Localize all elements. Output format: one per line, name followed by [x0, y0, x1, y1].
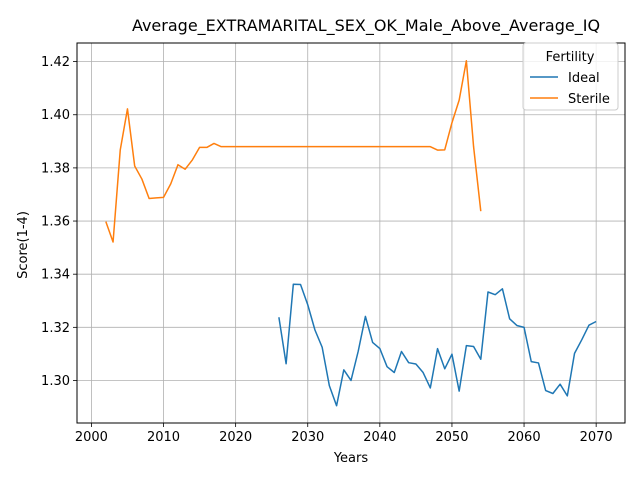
x-tick-label: 2000 — [75, 430, 108, 445]
legend-title: Fertility — [546, 50, 595, 65]
series-lines — [105, 60, 597, 407]
y-tick-label: 1.34 — [41, 268, 70, 283]
y-tick-label: 1.30 — [41, 374, 70, 389]
y-tick-label: 1.32 — [41, 321, 70, 336]
x-tick-label: 2020 — [219, 430, 252, 445]
x-tick-label: 2050 — [435, 430, 468, 445]
x-tick-label: 2010 — [147, 430, 180, 445]
series-line-sterile — [105, 60, 482, 243]
x-tick-label: 2060 — [508, 430, 541, 445]
y-tick-label: 1.36 — [41, 215, 70, 230]
y-tick-label: 1.40 — [41, 108, 70, 123]
plot-frame — [76, 42, 626, 424]
y-axis: 1.30 1.32 1.34 1.36 1.38 1.40 1.42 — [41, 55, 77, 389]
y-axis-label: Score(1-4) — [16, 211, 31, 279]
y-tick-label: 1.38 — [41, 161, 70, 176]
x-tick-label: 2040 — [363, 430, 396, 445]
x-tick-label: 2070 — [580, 430, 613, 445]
series-line-ideal — [278, 283, 597, 407]
legend-label-ideal: Ideal — [568, 71, 600, 86]
chart-title: Average_EXTRAMARITAL_SEX_OK_Male_Above_A… — [132, 16, 600, 36]
x-axis-label: Years — [333, 451, 369, 466]
legend-label-sterile: Sterile — [568, 92, 610, 107]
x-axis: 2000 2010 2020 2030 2040 2050 2060 2070 — [75, 423, 613, 445]
legend-box — [522, 42, 619, 111]
x-tick-label: 2030 — [291, 430, 324, 445]
y-tick-label: 1.42 — [41, 55, 70, 70]
grid-lines — [77, 43, 625, 423]
legend: Fertility Ideal Sterile — [522, 42, 619, 111]
